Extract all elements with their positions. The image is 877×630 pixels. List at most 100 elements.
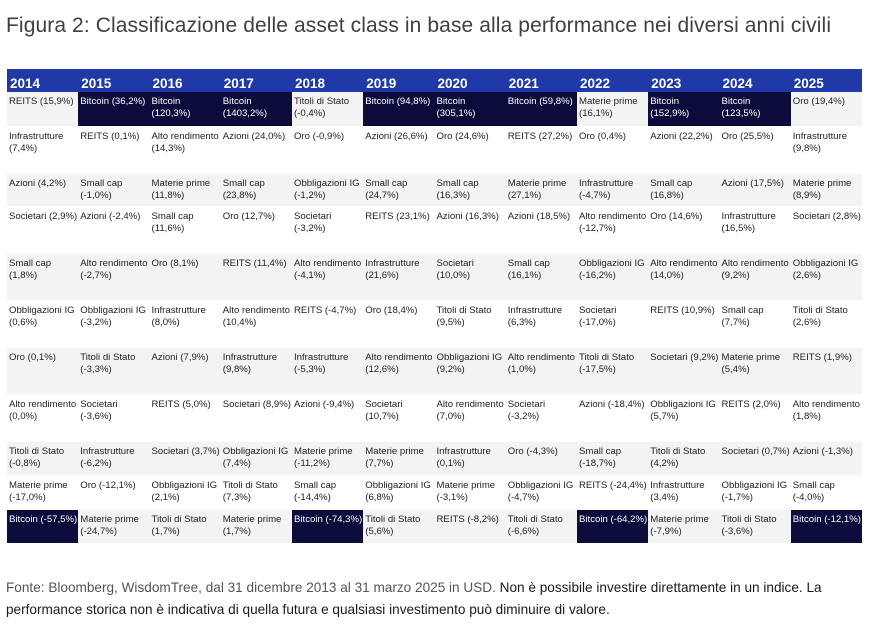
asset-cell: Azioni (18,5%) <box>505 206 577 254</box>
ranking-table: 2014 2015 2016 2017 2018 2019 2020 2021 2022 2023… <box>7 69 862 544</box>
asset-cell: Oro (0,4%) <box>577 126 649 174</box>
asset-cell: Alto rendimento (7,0%) <box>434 394 506 442</box>
asset-cell: Materie prime (-11,2%) <box>292 441 364 476</box>
asset-cell: Alto rendimento (14,0%) <box>648 253 720 301</box>
asset-cell: REITS (11,4%) <box>220 253 292 301</box>
asset-cell: Bitcoin (120,3%) <box>149 92 221 127</box>
asset-cell: Bitcoin (305,1%) <box>434 92 506 127</box>
asset-cell: Materie prime (7,7%) <box>363 441 435 476</box>
asset-cell: Alto rendimento (-4,1%) <box>292 253 364 301</box>
asset-cell: Azioni (16,3%) <box>434 206 506 254</box>
asset-cell: Bitcoin (59,8%) <box>505 92 577 127</box>
asset-cell: Bitcoin (123,5%) <box>719 92 791 127</box>
rank-row: Societari (2,9%) Azioni (-2,4%) Small cap … <box>7 206 862 254</box>
asset-cell: Azioni (4,2%) <box>7 173 79 207</box>
asset-cell: Societari (2,9%) <box>7 206 79 254</box>
year-header: 2018 <box>292 69 364 92</box>
asset-cell: Infrastrutture (9,8%) <box>790 126 862 174</box>
asset-cell: Oro (8,1%) <box>149 253 221 301</box>
asset-cell: Oro (-4,3%) <box>505 441 577 476</box>
asset-cell: Infrastrutture (7,4%) <box>7 126 79 174</box>
year-header: 2025 <box>790 69 862 92</box>
asset-cell: Infrastrutture (-5,3%) <box>292 347 364 395</box>
asset-cell: Bitcoin (-64,2%) <box>577 509 649 544</box>
table-body: REITS (15,9%) Bitcoin (36,2%) Bitcoin (120… <box>7 92 862 544</box>
asset-cell: Small cap (16,8%) <box>648 173 720 207</box>
asset-cell: Societari (8,9%) <box>220 394 292 442</box>
asset-cell: Bitcoin (-57,5%) <box>7 509 79 544</box>
asset-cell: Societari (-17,0%) <box>577 300 649 348</box>
asset-cell: Azioni (24,0%) <box>220 126 292 174</box>
asset-cell: Infrastrutture (9,8%) <box>220 347 292 395</box>
asset-cell: Azioni (17,5%) <box>719 173 791 207</box>
asset-cell: REITS (23,1%) <box>363 206 435 254</box>
asset-cell: Titoli di Stato (-17,5%) <box>577 347 649 395</box>
year-header: 2014 <box>7 69 79 92</box>
asset-cell: Titoli di Stato (-0,4%) <box>292 92 364 127</box>
rank-row: Azioni (4,2%) Small cap (-1,0%) Materie pr… <box>7 173 862 207</box>
asset-cell: Obbligazioni IG (2,1%) <box>149 475 221 510</box>
asset-cell: Oro (-0,9%) <box>292 126 364 174</box>
asset-cell: Small cap (16,1%) <box>505 253 577 301</box>
asset-cell: Obbligazioni IG (9,2%) <box>434 347 506 395</box>
asset-cell: Small cap (11,6%) <box>149 206 221 254</box>
asset-cell: Titoli di Stato (9,5%) <box>434 300 506 348</box>
year-header: 2020 <box>434 69 506 92</box>
asset-cell: Infrastrutture (21,6%) <box>363 253 435 301</box>
header-row: 2014 2015 2016 2017 2018 2019 2020 2021 2022 2023… <box>7 69 862 92</box>
rank-row: Titoli di Stato (-0,8%) Infrastrutture (-… <box>7 441 862 476</box>
asset-cell: Obbligazioni IG (2,6%) <box>790 253 862 301</box>
asset-cell: Infrastrutture (-4,7%) <box>577 173 649 207</box>
asset-cell: Alto rendimento (-2,7%) <box>78 253 150 301</box>
asset-cell: Obbligazioni IG (-1,7%) <box>719 475 791 510</box>
asset-cell: Alto rendimento (12,6%) <box>363 347 435 395</box>
asset-cell: Societari (-3,6%) <box>78 394 150 442</box>
asset-cell: REITS (5,0%) <box>149 394 221 442</box>
asset-cell: Azioni (26,6%) <box>363 126 435 174</box>
disclaimer-text: Non è possibile investire direttamente i… <box>6 580 822 617</box>
asset-cell: Titoli di Stato (5,6%) <box>363 509 435 544</box>
asset-cell: Materie prime (27,1%) <box>505 173 577 207</box>
asset-cell: Materie prime (1,7%) <box>220 509 292 544</box>
asset-cell: Azioni (-1,3%) <box>790 441 862 476</box>
asset-cell: Materie prime (11,8%) <box>149 173 221 207</box>
rank-row: Obbligazioni IG (0,6%) Obbligazioni IG (-… <box>7 300 862 348</box>
asset-cell: Societari (10,0%) <box>434 253 506 301</box>
asset-cell: Obbligazioni IG (6,8%) <box>363 475 435 510</box>
rank-row: Infrastrutture (7,4%) REITS (0,1%) Alto re… <box>7 126 862 174</box>
chart-title: Figura 2: Classificazione delle asset cl… <box>6 14 832 37</box>
rank-row: REITS (15,9%) Bitcoin (36,2%) Bitcoin (120… <box>7 92 862 127</box>
asset-cell: Titoli di Stato (2,6%) <box>790 300 862 348</box>
asset-cell: Bitcoin (-12,1%) <box>790 509 862 544</box>
asset-cell: Oro (24,6%) <box>434 126 506 174</box>
asset-cell: REITS (15,9%) <box>7 92 79 127</box>
asset-cell: Societari (9,2%) <box>648 347 720 395</box>
asset-cell: Oro (18,4%) <box>363 300 435 348</box>
asset-cell: Infrastrutture (0,1%) <box>434 441 506 476</box>
asset-cell: Materie prime (-17,0%) <box>7 475 79 510</box>
asset-cell: Small cap (-4,0%) <box>790 475 862 510</box>
asset-cell: Obbligazioni IG (-3,2%) <box>78 300 150 348</box>
asset-cell: Bitcoin (152,9%) <box>648 92 720 127</box>
asset-cell: Alto rendimento (1,0%) <box>505 347 577 395</box>
source-text: Fonte: Bloomberg, WisdomTree, dal 31 dic… <box>6 580 496 595</box>
asset-cell: Small cap (-18,7%) <box>577 441 649 476</box>
source-note: Fonte: Bloomberg, WisdomTree, dal 31 dic… <box>6 577 872 621</box>
asset-cell: Alto rendimento (1,8%) <box>790 394 862 442</box>
asset-cell: Materie prime (16,1%) <box>577 92 649 127</box>
asset-cell: Materie prime (8,9%) <box>790 173 862 207</box>
asset-cell: Materie prime (-3,1%) <box>434 475 506 510</box>
rank-row: Alto rendimento (0,0%) Societari (-3,6%) R… <box>7 394 862 442</box>
asset-cell: Small cap (16,3%) <box>434 173 506 207</box>
year-header: 2016 <box>149 69 221 92</box>
asset-cell: Oro (12,7%) <box>220 206 292 254</box>
asset-cell: REITS (-8,2%) <box>434 509 506 544</box>
asset-cell: Azioni (22,2%) <box>648 126 720 174</box>
asset-cell: Titoli di Stato (-3,3%) <box>78 347 150 395</box>
year-header: 2017 <box>220 69 292 92</box>
year-header: 2019 <box>363 69 435 92</box>
asset-cell: Obbligazioni IG (-16,2%) <box>577 253 649 301</box>
asset-cell: Societari (-3,2%) <box>505 394 577 442</box>
asset-cell: Titoli di Stato (7,3%) <box>220 475 292 510</box>
asset-cell: Titoli di Stato (-6,6%) <box>505 509 577 544</box>
